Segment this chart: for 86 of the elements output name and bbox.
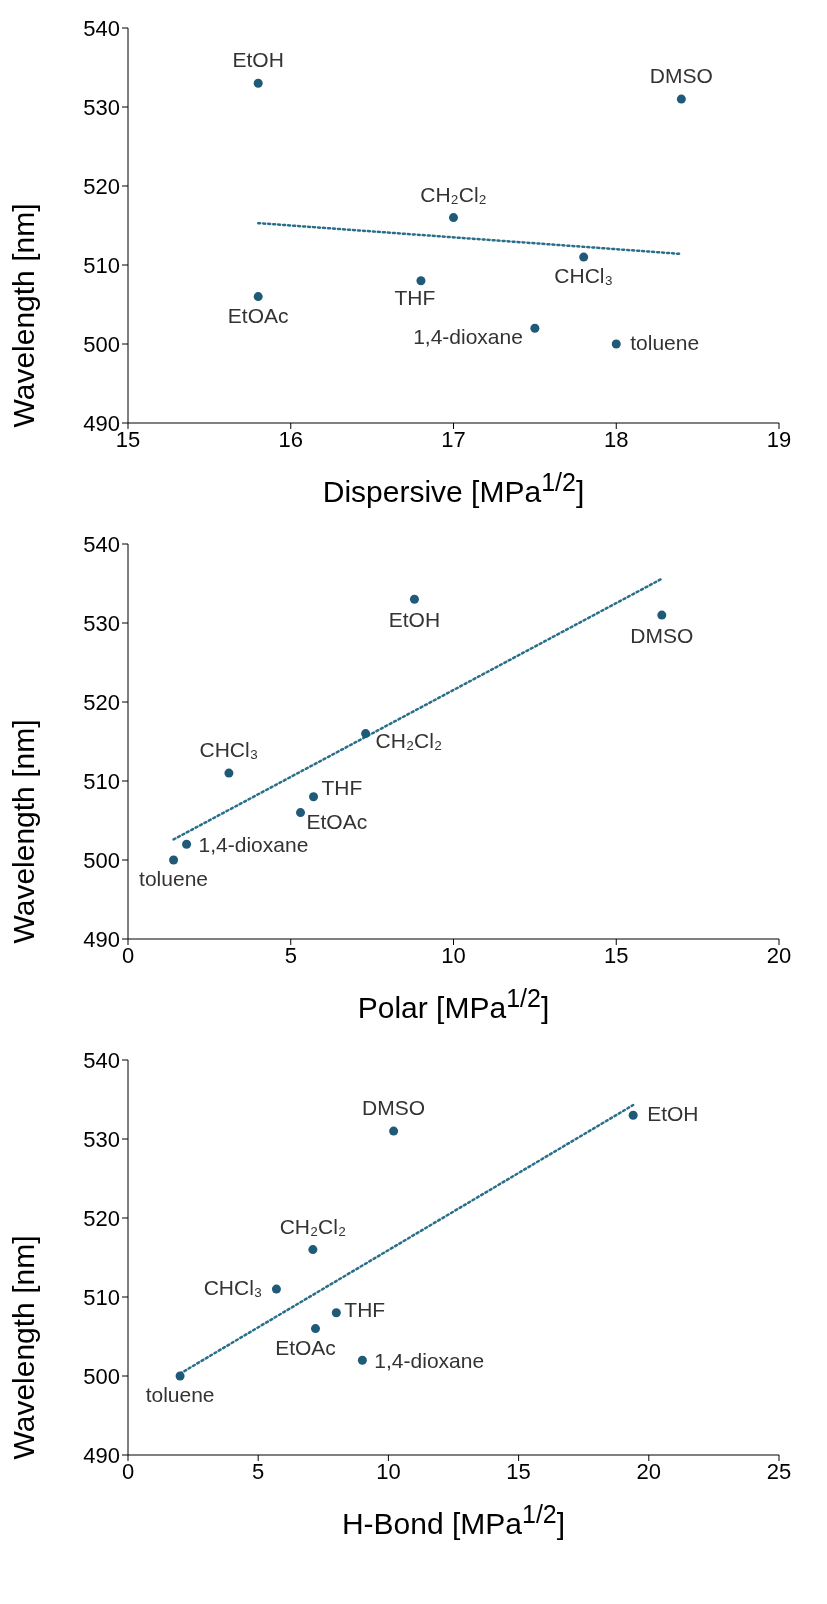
- y-tick-label: 520: [83, 173, 120, 199]
- y-tick-label: 540: [83, 531, 120, 557]
- y-tick-label: 530: [83, 610, 120, 636]
- annotation: CH₂Cl₂: [279, 1214, 347, 1238]
- x-tick-label: 19: [766, 426, 792, 452]
- point: [310, 1324, 320, 1334]
- annotation: DMSO: [362, 1096, 426, 1120]
- x-tick-label: 20: [636, 1458, 662, 1484]
- point: [676, 94, 686, 104]
- annotation: DMSO: [649, 64, 713, 88]
- x-tick-label: 20: [766, 942, 792, 968]
- annotation: toluene: [630, 331, 700, 354]
- point: [416, 276, 426, 286]
- annotation: toluene: [145, 1383, 215, 1406]
- y-tick-label: 500: [83, 331, 120, 357]
- point: [357, 1355, 367, 1365]
- y-tick-label: 530: [83, 94, 120, 120]
- point: [182, 839, 192, 849]
- y-tick-label: 490: [83, 926, 120, 952]
- y-tick-label: 520: [83, 1205, 120, 1231]
- x-tick-label: 5: [252, 1458, 265, 1484]
- point: [175, 1371, 185, 1381]
- annotation: THF: [344, 1297, 386, 1321]
- x-tick-label: 10: [441, 942, 466, 968]
- point: [271, 1284, 281, 1294]
- annotation: toluene: [139, 867, 209, 890]
- point: [309, 792, 319, 802]
- annotation: EtOH: [388, 608, 441, 632]
- x-axis-title: H-Bond [MPa$^{1/2}$]: [340, 1500, 567, 1542]
- annotation: 1,4-dioxane: [198, 833, 309, 857]
- y-tick-label: 510: [83, 1284, 120, 1310]
- x-tick-label: 15: [506, 1458, 531, 1484]
- y-tick-label: 530: [83, 1126, 120, 1152]
- point: [361, 729, 371, 739]
- point: [253, 78, 263, 88]
- x-tick-label: 5: [284, 942, 297, 968]
- point: [389, 1126, 399, 1136]
- point: [530, 323, 540, 333]
- y-tick-label: 510: [83, 252, 120, 278]
- point: [579, 252, 589, 262]
- annotation: CHCl₃: [203, 1276, 263, 1300]
- y-tick-label: 540: [83, 1047, 120, 1073]
- annotation: EtOAc: [306, 809, 368, 833]
- annotation: EtOAc: [227, 303, 289, 327]
- x-tick-label: 18: [604, 426, 629, 452]
- annotation: CHCl₃: [199, 738, 259, 762]
- point: [253, 292, 263, 302]
- y-tick-label: 500: [83, 1363, 120, 1389]
- y-axis-title: Wavelength [nm]: [6, 203, 40, 428]
- x-tick-label: 0: [121, 942, 135, 968]
- annotation: EtOAc: [275, 1335, 336, 1359]
- annotation: EtOH: [232, 48, 284, 72]
- point: [331, 1308, 341, 1318]
- y-tick-label: 490: [83, 1442, 120, 1468]
- x-tick-label: 10: [376, 1458, 401, 1484]
- annotation: DMSO: [630, 624, 694, 648]
- annotation: 1,4-dioxane: [374, 1349, 485, 1373]
- x-tick-label: 16: [278, 426, 303, 452]
- annotation: THF: [321, 775, 363, 799]
- point: [611, 339, 621, 349]
- x-axis-title: Polar [MPa$^{1/2}$]: [356, 984, 551, 1026]
- annotation: EtOH: [647, 1102, 699, 1126]
- point: [409, 594, 419, 604]
- y-tick-label: 500: [83, 847, 120, 873]
- x-tick-label: 15: [604, 942, 629, 968]
- point: [628, 1110, 638, 1120]
- point: [224, 768, 234, 778]
- point: [308, 1245, 318, 1255]
- x-tick-label: 25: [766, 1458, 792, 1484]
- point: [296, 808, 306, 818]
- annotation: THF: [394, 285, 436, 309]
- annotation: CH₂Cl₂: [375, 728, 443, 752]
- y-tick-label: 540: [83, 15, 120, 41]
- annotation: CH₂Cl₂: [420, 182, 487, 206]
- annotation: 1,4-dioxane: [413, 325, 523, 349]
- x-tick-label: 0: [121, 1458, 135, 1484]
- y-tick-label: 510: [83, 768, 120, 794]
- point: [657, 610, 667, 620]
- annotation: CHCl₃: [554, 264, 614, 288]
- x-axis-title: Dispersive [MPa$^{1/2}$]: [321, 468, 586, 510]
- y-axis-title: Wavelength [nm]: [6, 1235, 40, 1460]
- x-tick-label: 17: [441, 426, 466, 452]
- point: [169, 855, 179, 865]
- point: [448, 213, 459, 223]
- y-tick-label: 520: [83, 689, 120, 715]
- y-axis-title: Wavelength [nm]: [6, 719, 40, 944]
